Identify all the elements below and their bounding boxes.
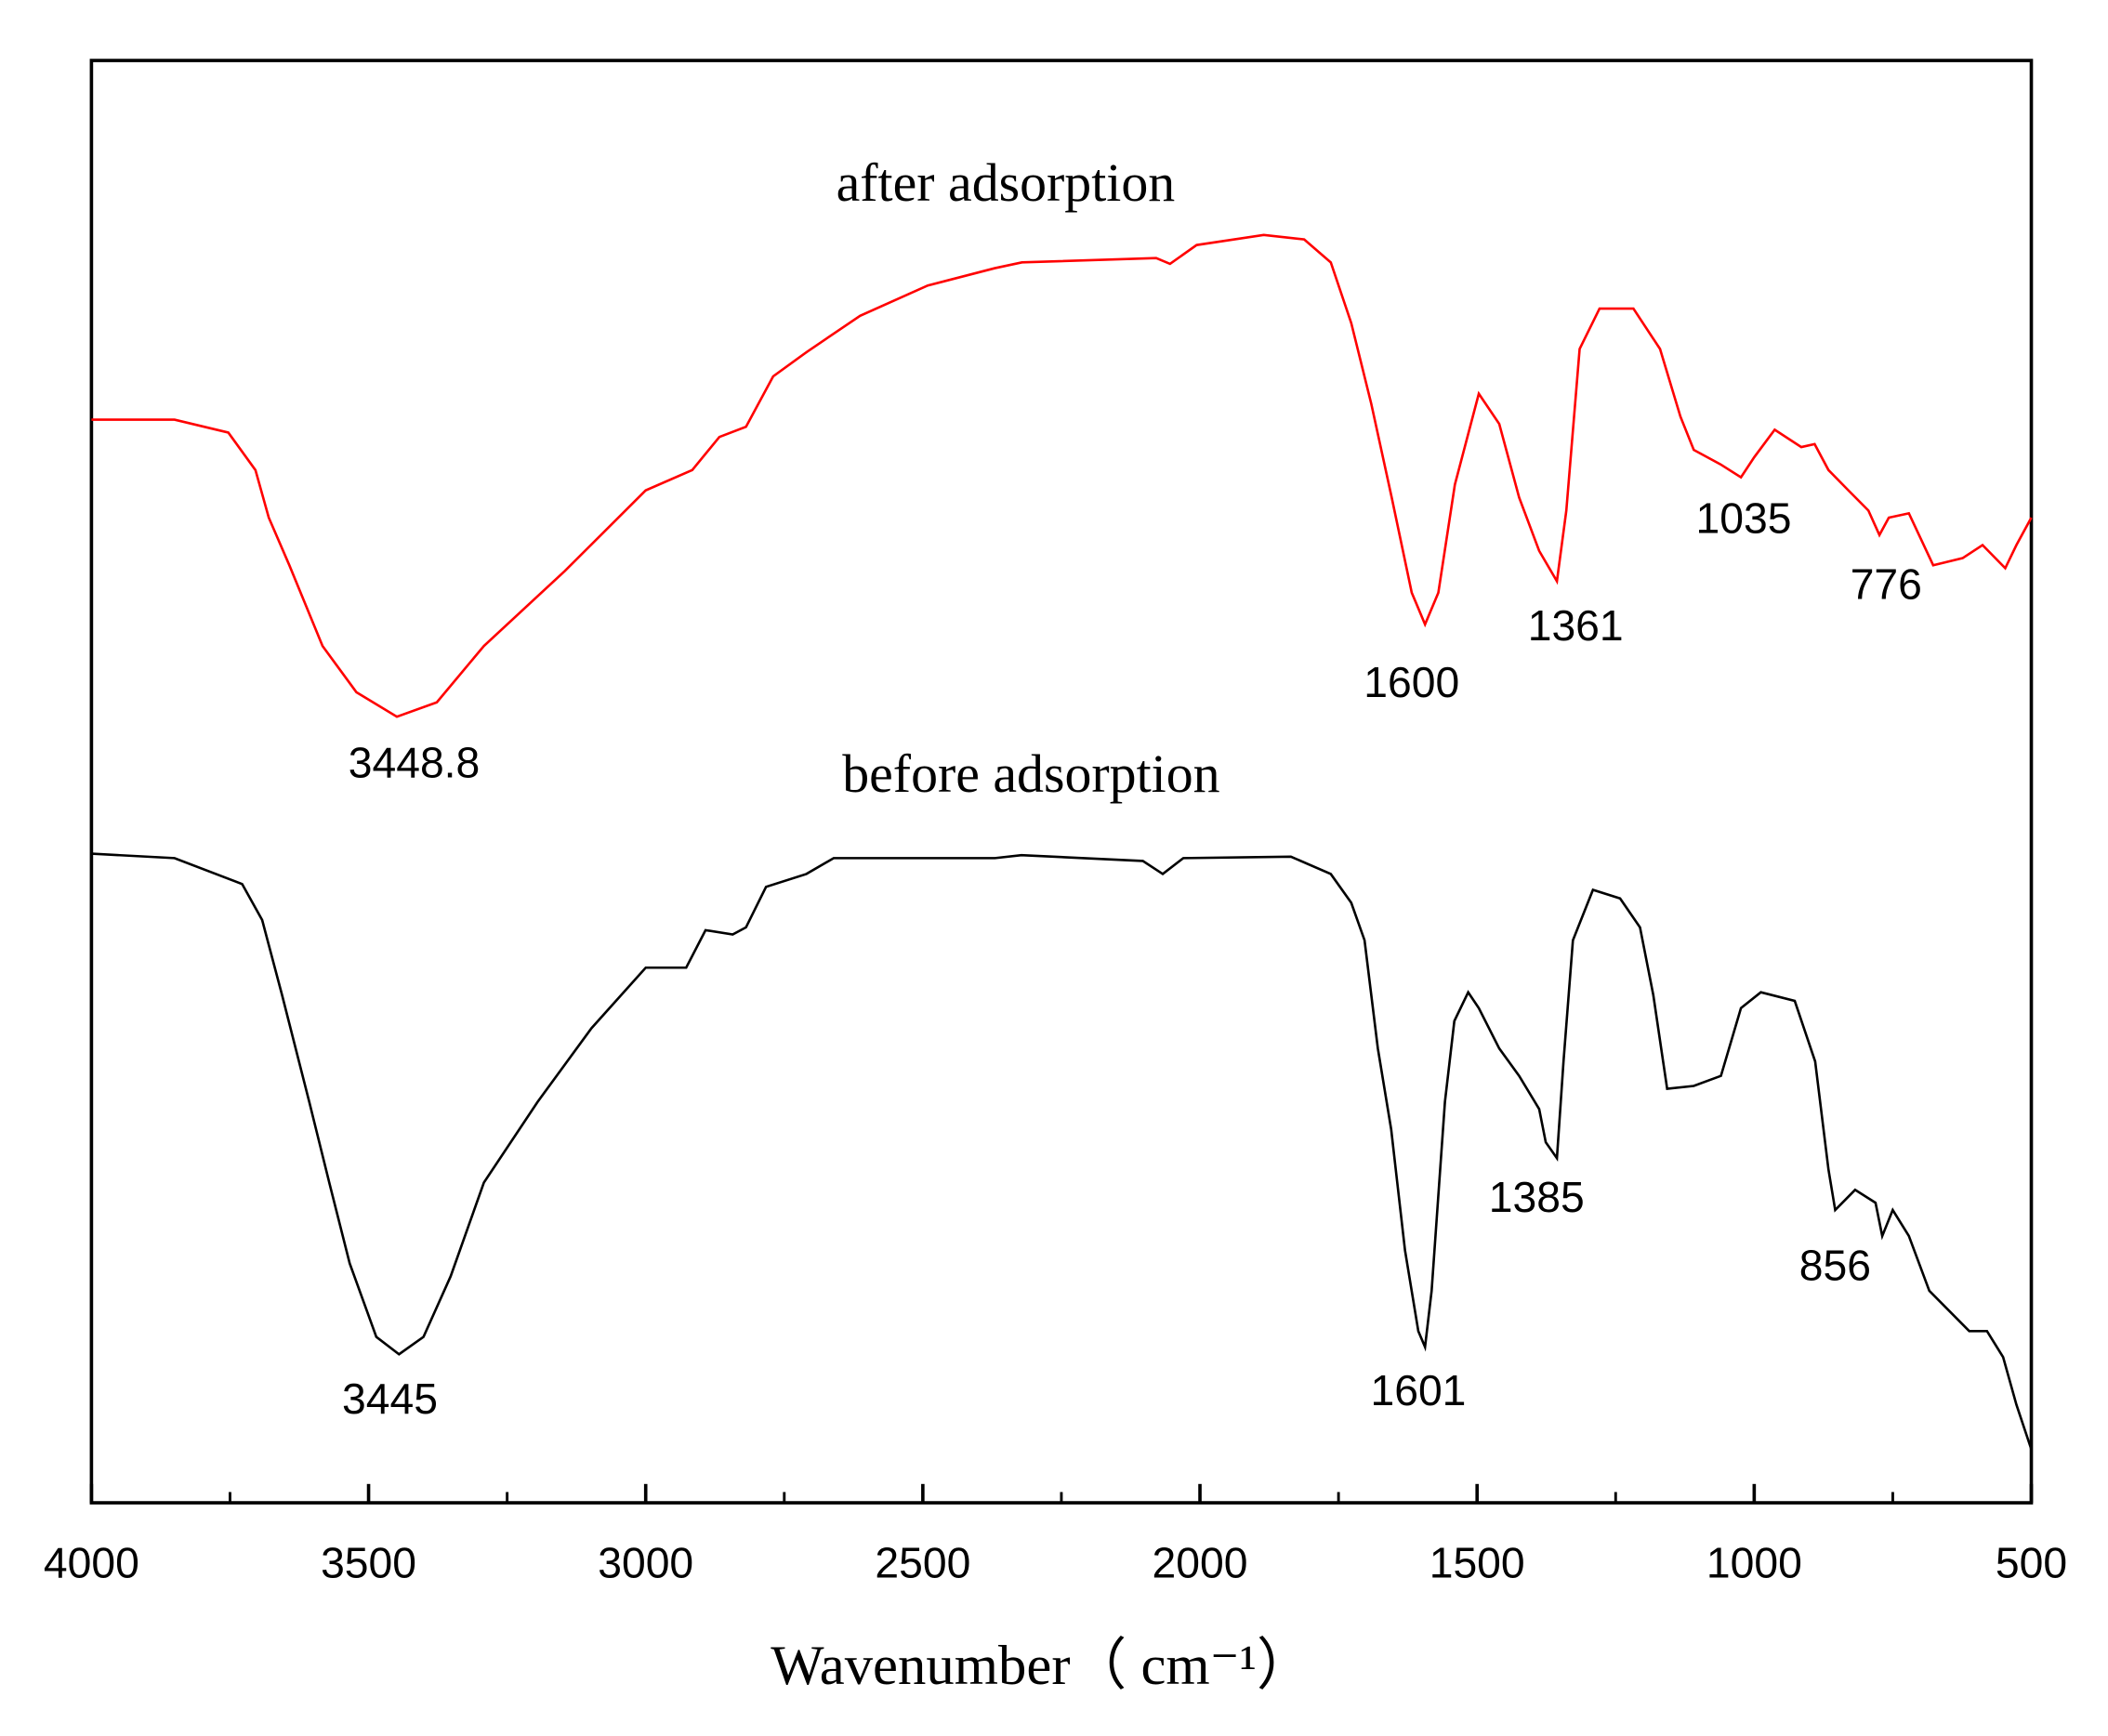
peak-label: 3448.8	[349, 739, 481, 787]
x-tick-label: 4000	[44, 1538, 139, 1586]
series-label: before adsorption	[842, 743, 1219, 804]
peak-label: 1035	[1696, 493, 1792, 542]
x-tick-label: 3500	[321, 1538, 416, 1586]
x-tick-label: 1500	[1429, 1538, 1525, 1586]
peak-label: 856	[1799, 1242, 1871, 1290]
peak-label: 1385	[1489, 1173, 1585, 1221]
peak-label: 1601	[1371, 1366, 1467, 1414]
x-tick-label: 1000	[1706, 1538, 1802, 1586]
peak-label: 3445	[342, 1374, 438, 1423]
x-tick-label: 2000	[1153, 1538, 1248, 1586]
peak-label: 776	[1851, 559, 1922, 608]
x-tick-label: 2500	[875, 1538, 970, 1586]
peak-label: 1361	[1528, 601, 1624, 650]
x-axis-label: Wavenumber（ cm⁻¹）	[771, 1635, 1312, 1697]
x-tick-label: 3000	[598, 1538, 693, 1586]
spectrum-line	[91, 233, 2033, 718]
series-label: after adsorption	[837, 152, 1176, 213]
x-tick-label: 500	[1996, 1538, 2067, 1586]
spectrum-line	[91, 852, 2033, 1451]
peak-label: 1600	[1364, 658, 1459, 706]
